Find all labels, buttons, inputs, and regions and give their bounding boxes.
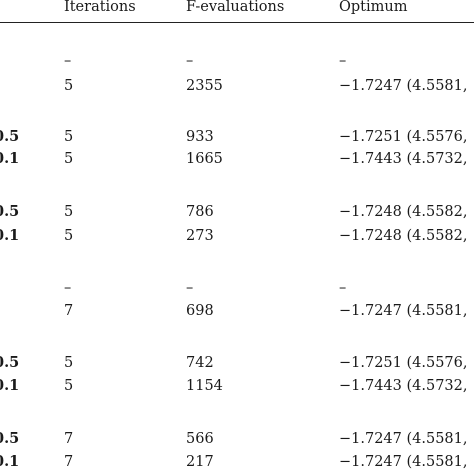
row-optimum: −1.7251 (4.5576, [339,355,468,371]
row-f-evaluations: 217 [186,454,214,470]
row-f-evaluations: 1154 [186,378,223,394]
row-iterations: 7 [64,303,74,319]
row-param: 0.1 [0,227,20,244]
row-param: 0.1 [0,377,20,394]
header-rule [0,22,474,23]
row-f-evaluations: 786 [186,204,214,220]
row-f-evaluations: 1665 [186,151,223,167]
row-f-evaluations: 566 [186,431,214,447]
row-f-evaluations: 273 [186,228,214,244]
row-iterations: 5 [64,378,74,394]
row-iterations: – [64,53,72,69]
row-iterations: 5 [64,355,74,371]
row-optimum: −1.7248 (4.5582, [339,204,468,220]
row-optimum: – [339,280,347,296]
row-iterations: 7 [64,454,74,470]
row-optimum: – [339,53,347,69]
row-optimum: −1.7247 (4.5581, [339,303,468,319]
row-f-evaluations: 933 [186,129,214,145]
row-param: 0.1 [0,150,20,167]
row-param: 0.5 [0,430,20,447]
row-f-evaluations: – [186,280,194,296]
header-optimum: Optimum [339,0,408,15]
row-f-evaluations: 742 [186,355,214,371]
row-param: 0.1 [0,453,20,470]
row-iterations: 5 [64,151,74,167]
row-iterations: 5 [64,78,74,94]
row-f-evaluations: 698 [186,303,214,319]
row-optimum: −1.7247 (4.5581, [339,454,468,470]
row-iterations: 7 [64,431,74,447]
row-param: 0.5 [0,203,20,220]
row-optimum: −1.7247 (4.5581, [339,78,468,94]
header-f-evaluations: F-evaluations [186,0,285,15]
row-iterations: 5 [64,129,74,145]
header-iterations: Iterations [64,0,136,15]
row-optimum: −1.7251 (4.5576, [339,129,468,145]
row-iterations: – [64,280,72,296]
row-iterations: 5 [64,228,74,244]
row-param: 0.5 [0,354,20,371]
row-iterations: 5 [64,204,74,220]
row-optimum: −1.7248 (4.5582, [339,228,468,244]
row-param: 0.5 [0,128,20,145]
row-f-evaluations: 2355 [186,78,223,94]
row-optimum: −1.7247 (4.5581, [339,431,468,447]
row-optimum: −1.7443 (4.5732, [339,378,468,394]
row-optimum: −1.7443 (4.5732, [339,151,468,167]
row-f-evaluations: – [186,53,194,69]
